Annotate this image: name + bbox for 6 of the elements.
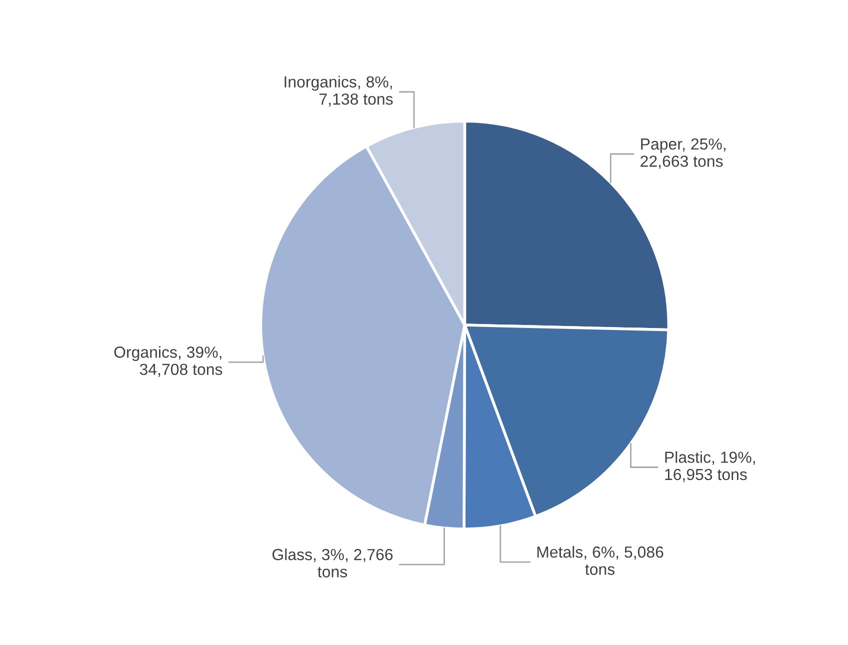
slice-label: Glass, 3%, 2,766 tons: [272, 548, 393, 578]
slice-label: Metals, 6%, 5,086 tons: [537, 546, 664, 575]
slice-label: Plastic, 19%, 16,953 tons: [665, 451, 755, 482]
slice-label: Organics, 39%, 34,708 tons: [114, 346, 222, 377]
slice-label: Paper, 25%, 22,663 tons: [640, 138, 726, 169]
slice-label: Inorganics, 8%, 7,138 tons: [284, 76, 393, 107]
